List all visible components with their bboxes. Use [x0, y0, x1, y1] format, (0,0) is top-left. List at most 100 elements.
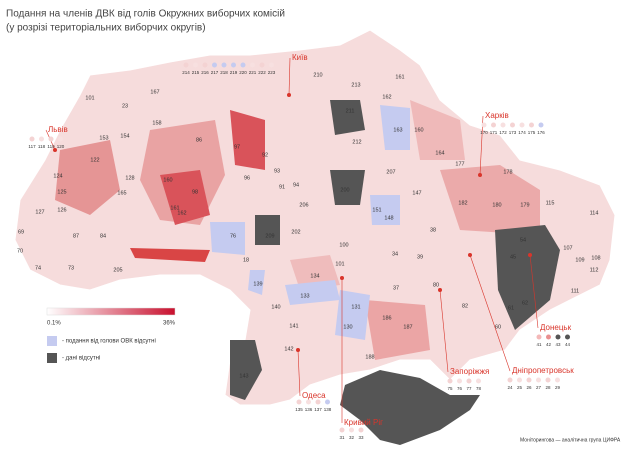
district-dot — [510, 122, 515, 128]
district-dot — [325, 399, 330, 405]
district-label: 160 — [414, 127, 423, 133]
district-dot — [507, 377, 513, 383]
leader — [469, 254, 511, 372]
district-labels: 101 23 167 158 154 153 122 124 125 126 127 128 165 87… — [17, 72, 601, 379]
legend-label: - подання від голови ОВК відсутні — [62, 339, 156, 345]
district-label: 162 — [382, 94, 391, 100]
district-dot — [250, 62, 255, 68]
city-dot — [53, 148, 57, 152]
district-dot — [306, 399, 311, 405]
district-number: 24 — [507, 385, 513, 390]
district-number: 175 — [528, 130, 536, 135]
district-label: 160 — [163, 177, 172, 183]
district-label: 134 — [310, 273, 319, 279]
district-number: 171 — [490, 130, 498, 135]
district-label: 73 — [68, 265, 74, 271]
district-number: 42 — [546, 342, 552, 347]
district-dot — [545, 377, 551, 383]
district-label: 213 — [351, 82, 360, 88]
district-number: 221 — [249, 70, 257, 75]
district-label: 76 — [230, 233, 236, 239]
district-label: 178 — [503, 169, 512, 175]
district-number: 25 — [517, 385, 523, 390]
legend-label: - дані відсутні — [62, 356, 100, 362]
district-label: 109 — [575, 257, 584, 263]
district-dot — [315, 399, 321, 405]
district-number: 173 — [509, 130, 517, 135]
district-dot — [447, 378, 453, 384]
city-dot — [438, 288, 442, 292]
city-name: Донецьк — [540, 323, 572, 332]
district-label: 188 — [365, 354, 374, 360]
district-label: 100 — [339, 242, 348, 248]
district-number: 172 — [499, 130, 507, 135]
district-label: 86 — [196, 137, 202, 143]
district-label: 115 — [546, 200, 555, 206]
district-label: 212 — [352, 139, 361, 145]
district-label: 153 — [99, 135, 108, 141]
district-dot — [58, 136, 63, 142]
country — [14, 29, 616, 445]
district-number: 222 — [258, 70, 266, 75]
district-label: 74 — [35, 265, 41, 271]
district-label: 141 — [289, 323, 298, 329]
district-number: 29 — [555, 385, 561, 390]
city-name: Дніпропетровськ — [512, 366, 574, 375]
city-name: Кривий Ріг — [344, 418, 383, 427]
district-label: 143 — [239, 373, 248, 379]
district-label: 165 — [117, 190, 126, 196]
district-dot — [555, 377, 560, 383]
district-label: 187 — [403, 324, 412, 330]
district-label: 91 — [279, 184, 285, 190]
district-dot — [481, 122, 487, 128]
district-number: 41 — [536, 342, 542, 347]
city-dot — [528, 253, 532, 257]
district-label: 82 — [462, 303, 468, 309]
district-label: 38 — [430, 227, 436, 233]
district-label: 206 — [299, 202, 308, 208]
district-dot — [39, 136, 44, 142]
district-number: 28 — [545, 385, 551, 390]
district-label: 23 — [122, 103, 128, 109]
district-number: 220 — [239, 70, 247, 75]
leader — [529, 254, 539, 329]
district-label: 205 — [113, 267, 122, 273]
district-label: 124 — [53, 173, 62, 179]
district-label: 148 — [384, 215, 393, 221]
district-number: 118 — [38, 144, 46, 149]
district-number: 31 — [339, 435, 345, 440]
city-dot — [468, 253, 472, 257]
district-dot — [29, 136, 35, 142]
district-label: 147 — [412, 190, 421, 196]
district-label: 209 — [265, 233, 274, 239]
district-number: 176 — [537, 130, 545, 135]
city-dot — [296, 348, 300, 352]
district-label: 164 — [435, 150, 444, 156]
district-number: 217 — [211, 70, 219, 75]
district-dot — [546, 334, 551, 340]
district-label: 108 — [591, 255, 600, 261]
district-dot — [536, 334, 542, 340]
district-dot — [193, 62, 198, 68]
district-label: 128 — [125, 175, 134, 181]
district-label: 200 — [340, 187, 349, 193]
district-label: 39 — [417, 254, 423, 260]
district-label: 142 — [284, 346, 293, 352]
district-dot — [526, 377, 532, 383]
district-label: 97 — [234, 144, 240, 150]
legend-swatch — [47, 336, 57, 346]
district-label: 211 — [346, 108, 355, 114]
district-dot — [358, 427, 364, 433]
legend-swatch — [47, 353, 57, 363]
legend: - подання від голови ОВК відсутні - дані … — [47, 336, 156, 363]
district-number: 170 — [480, 130, 488, 135]
district-dot — [240, 62, 246, 68]
district-label: 207 — [386, 169, 395, 175]
district-label: 111 — [571, 288, 579, 294]
district-dot — [519, 122, 525, 128]
district-number: 218 — [220, 70, 228, 75]
district-label: 94 — [293, 182, 299, 188]
district-label: 87 — [73, 233, 79, 239]
district-label: 101 — [85, 95, 94, 101]
